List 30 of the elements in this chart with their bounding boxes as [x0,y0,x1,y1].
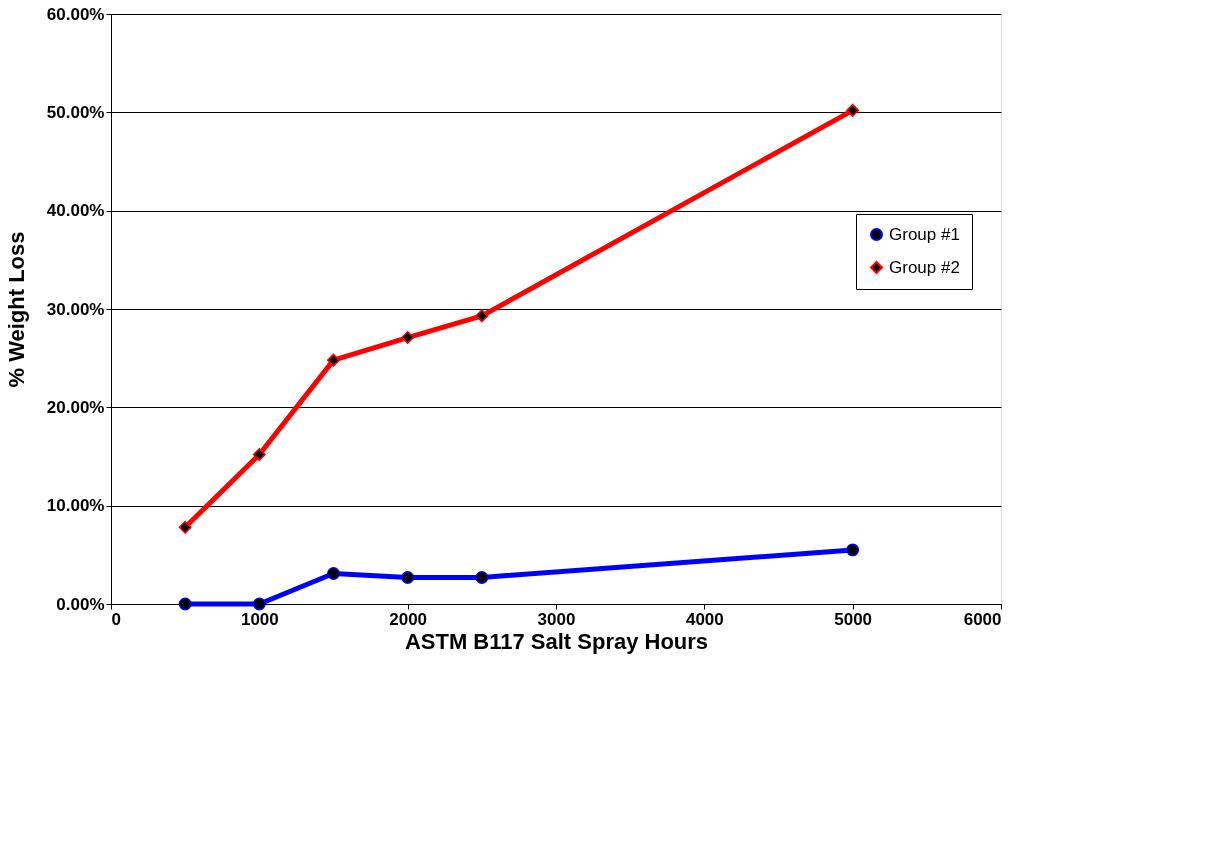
x-tick-label: 0 [111,609,121,629]
point [401,571,415,584]
x-axis-title: ASTM B117 Salt Spray Hours [404,628,709,654]
x-tick-label: 3000 [537,609,576,629]
y-tick-label: 20.00% [46,397,105,417]
y-tick-label: 60.00% [46,4,105,24]
point [327,353,340,367]
x-tick-label: 6000 [963,609,1002,629]
x-tick-label: 4000 [685,609,724,629]
point [475,571,489,584]
point [475,309,489,323]
point [846,103,860,117]
x-tick-label: 2000 [389,609,428,629]
point [252,597,266,611]
legend-label: Group #1 [889,224,960,244]
point [178,597,192,611]
point [252,448,266,461]
point [327,567,340,580]
legend-label: Group #2 [889,257,960,277]
y-tick-label: 50.00% [46,102,105,122]
y-tick-label: 10.00% [46,496,105,516]
point [178,520,192,534]
y-tick-label: 30.00% [46,299,105,319]
x-tick-label: 1000 [240,609,279,629]
x-tick-label: 5000 [834,609,873,629]
y-tick-label: 40.00% [46,201,105,221]
y-tick-label: 0.00% [56,594,105,614]
y-axis-title: % Weight Loss [3,231,29,388]
point [401,331,415,344]
point [846,543,860,557]
